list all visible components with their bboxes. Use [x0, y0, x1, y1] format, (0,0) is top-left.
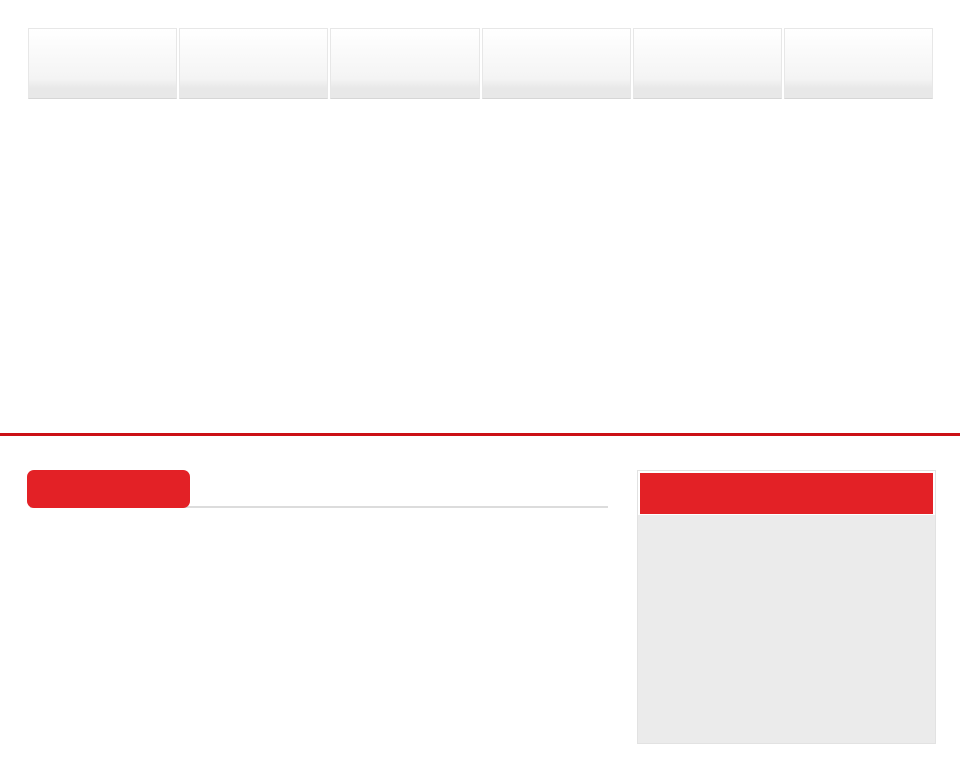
nav-tab-3[interactable] [330, 28, 480, 99]
nav-tab-2[interactable] [179, 28, 329, 99]
red-divider-rule [0, 433, 960, 436]
section-heading-tab[interactable] [27, 470, 190, 508]
section-heading-underline [30, 506, 608, 508]
nav-tab-6[interactable] [783, 28, 934, 99]
sidebar-panel [637, 470, 936, 744]
sidebar-header [640, 473, 933, 514]
sidebar-body [638, 515, 935, 743]
nav-tab-5[interactable] [632, 28, 782, 99]
main-content-area [0, 100, 960, 433]
nav-tab-1[interactable] [28, 28, 178, 99]
nav-tab-4[interactable] [481, 28, 631, 99]
top-nav [28, 28, 934, 99]
